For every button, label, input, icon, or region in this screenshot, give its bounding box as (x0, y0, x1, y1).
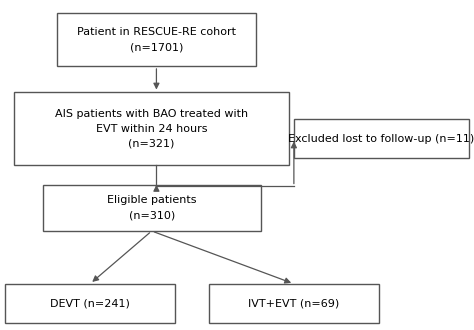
FancyBboxPatch shape (43, 185, 261, 231)
Text: EVT within 24 hours: EVT within 24 hours (96, 124, 208, 134)
FancyBboxPatch shape (5, 284, 175, 323)
Text: IVT+EVT (n=69): IVT+EVT (n=69) (248, 299, 339, 309)
Text: (n=310): (n=310) (128, 210, 175, 220)
Text: AIS patients with BAO treated with: AIS patients with BAO treated with (55, 109, 248, 119)
Text: Excluded lost to follow-up (n=11): Excluded lost to follow-up (n=11) (289, 134, 474, 144)
Text: DEVT (n=241): DEVT (n=241) (50, 299, 130, 309)
FancyBboxPatch shape (209, 284, 379, 323)
Text: (n=1701): (n=1701) (130, 42, 183, 52)
Text: Patient in RESCUE-RE cohort: Patient in RESCUE-RE cohort (77, 27, 236, 37)
FancyBboxPatch shape (14, 92, 289, 165)
FancyBboxPatch shape (57, 13, 256, 66)
Text: Eligible patients: Eligible patients (107, 195, 196, 206)
FancyBboxPatch shape (294, 119, 469, 158)
Text: (n=321): (n=321) (128, 139, 175, 148)
